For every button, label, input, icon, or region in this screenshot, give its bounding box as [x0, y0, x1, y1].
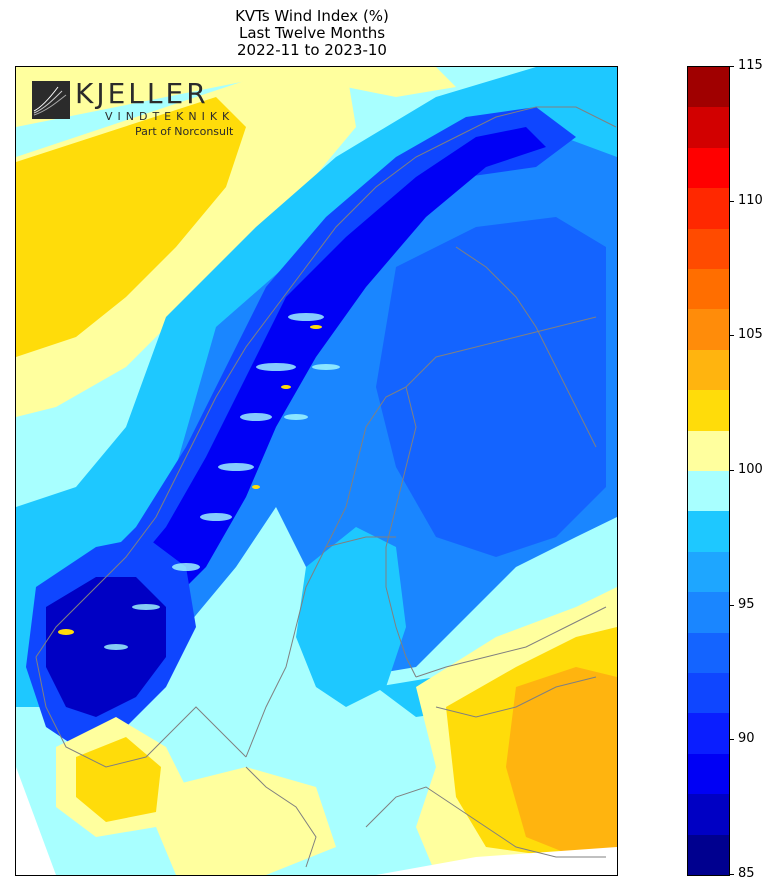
map-title-line-2: Last Twelve Months — [238, 24, 386, 42]
map-zone-finland-below — [376, 217, 606, 557]
colorbar-segment — [688, 834, 729, 875]
colorbar-segment — [688, 551, 729, 593]
colorbar-segment — [688, 268, 729, 310]
colorbar-segment — [688, 713, 729, 754]
map-zone-atlantic-strong — [16, 97, 246, 357]
colorbar-segment — [688, 66, 729, 108]
map-zone-baltic-slightly-below — [296, 527, 406, 707]
colorbar-segment — [688, 188, 729, 229]
colorbar-segment — [688, 309, 729, 350]
colorbar-tick-label: 95 — [738, 596, 755, 612]
colorbar-tick — [729, 739, 734, 741]
colorbar-tick — [729, 66, 734, 67]
map-mountain-streaks — [104, 313, 340, 650]
colorbar-segment — [688, 511, 729, 552]
colorbar-segment — [688, 107, 729, 148]
map-zone-mountains-far-below — [66, 127, 546, 647]
colorbar-segment — [688, 470, 729, 512]
colorbar-tick — [729, 470, 734, 471]
logo-subtitle: VINDTEKNIKK — [105, 110, 235, 123]
wind-index-map: KJELLER VINDTEKNIKK Part of Norconsult — [15, 66, 618, 876]
map-zone-denmark-above — [156, 767, 336, 875]
wind-index-map-canvas — [16, 67, 617, 875]
map-outside-domain — [376, 847, 617, 875]
colorbar-segment — [688, 672, 729, 714]
map-outside-domain-left — [16, 767, 56, 875]
colorbar-tick-label: 100 — [738, 462, 763, 477]
colorbar-segment — [688, 794, 729, 835]
colorbar-segment — [688, 632, 729, 673]
colorbar-segment — [688, 228, 729, 269]
map-coastlines — [35, 106, 617, 868]
colorbar-segment — [688, 430, 729, 471]
colorbar — [687, 66, 730, 876]
colorbar-tick-label: 105 — [738, 327, 763, 343]
logo-tagline: Part of Norconsult — [135, 125, 234, 138]
map-title-line-1: KVTs Wind Index (%) — [235, 7, 389, 25]
colorbar-tick — [729, 874, 734, 875]
map-mountain-yellow-spots — [58, 325, 322, 635]
colorbar-tick-label: 85 — [738, 866, 755, 881]
colorbar-tick-label: 110 — [738, 192, 763, 208]
logo-name: KJELLER — [75, 77, 209, 110]
colorbar-tick — [729, 604, 734, 606]
colorbar-tick-label: 115 — [738, 58, 763, 73]
colorbar-tick — [729, 200, 734, 202]
colorbar-segment — [688, 349, 729, 391]
map-title-line-3: 2022-11 to 2023-10 — [237, 41, 387, 59]
map-zone-baltic-states-max — [506, 667, 617, 857]
colorbar-segment — [688, 592, 729, 633]
colorbar-segment — [688, 753, 729, 795]
colorbar-tick-label: 90 — [738, 731, 755, 747]
colorbar-tick — [729, 335, 734, 337]
kjeller-logo-mark — [32, 81, 70, 119]
kjeller-vindteknikk-logo: KJELLER VINDTEKNIKK Part of Norconsult — [32, 77, 247, 141]
colorbar-segment — [688, 390, 729, 431]
map-zone-north-sea-above — [16, 67, 456, 127]
colorbar-segment — [688, 147, 729, 189]
